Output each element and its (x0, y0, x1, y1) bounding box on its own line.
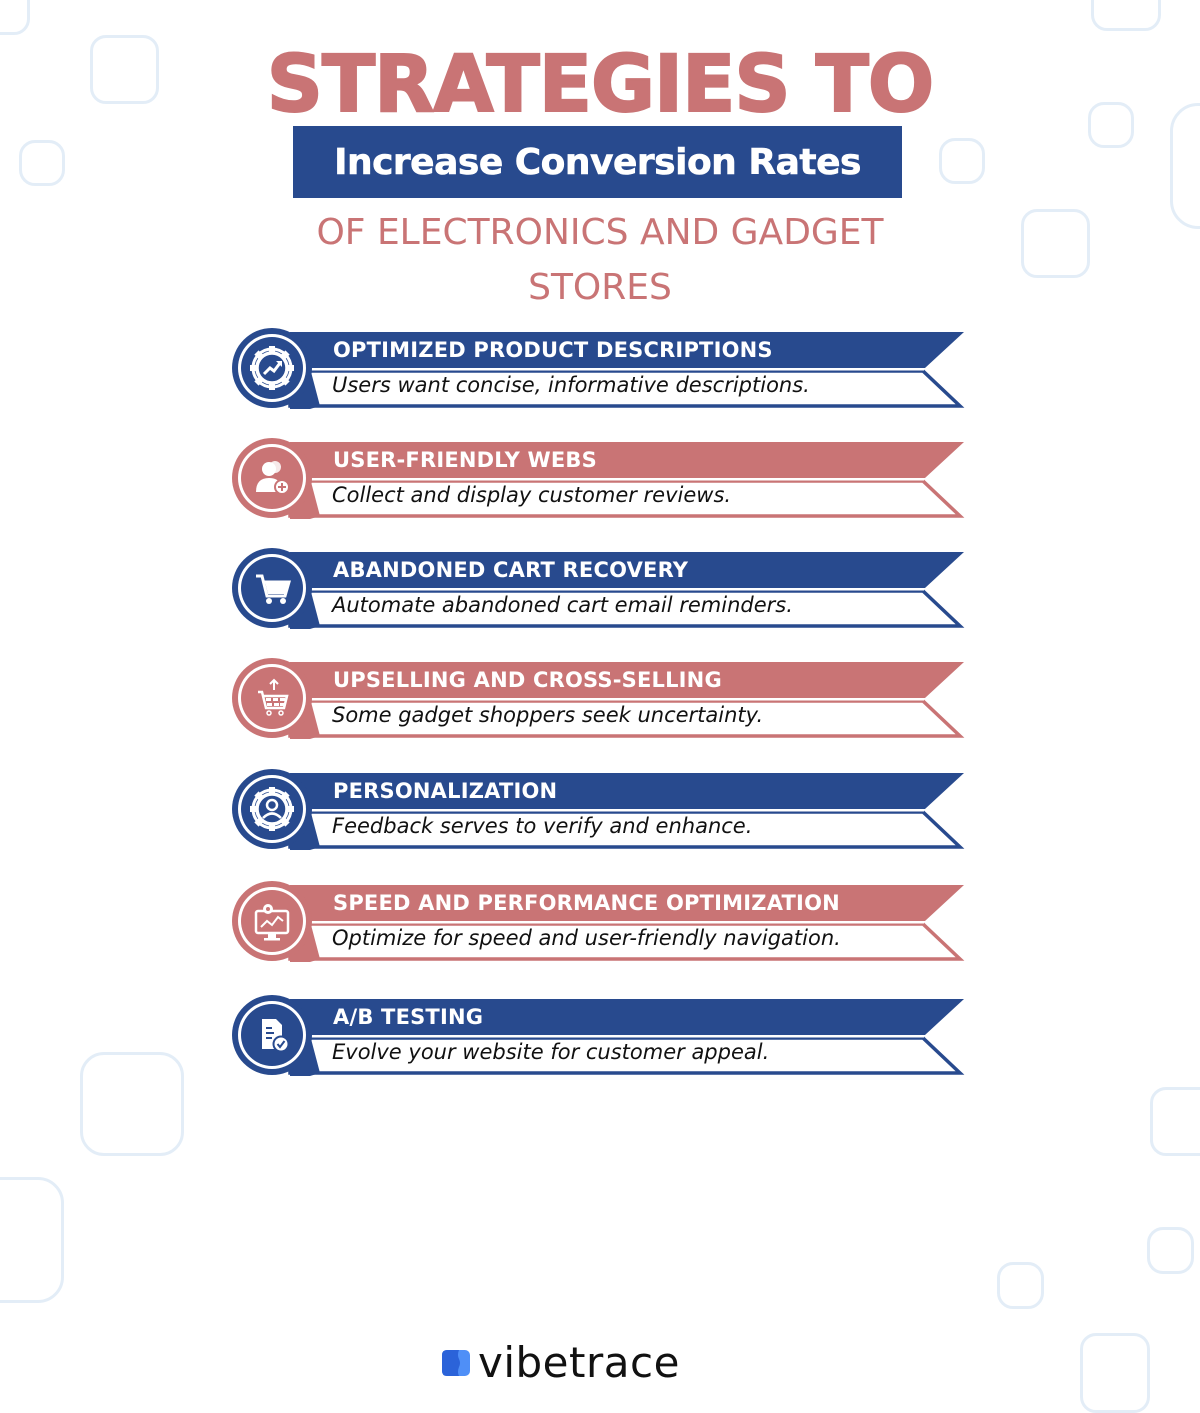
document-check-icon (232, 995, 312, 1075)
decor-square (90, 35, 159, 104)
decor-square (19, 140, 65, 186)
ribbon-banner (288, 999, 965, 1076)
strategy-description: Feedback serves to verify and enhance. (332, 814, 753, 838)
title-highlight-text: Increase Conversion Rates (334, 141, 862, 183)
vibetrace-logo: vibetrace (442, 1342, 680, 1384)
strategy-row: SPEED AND PERFORMANCE OPTIMIZATION Optimi… (230, 879, 970, 965)
strategy-title: USER-FRIENDLY WEBS (333, 448, 597, 472)
subtitle-line-2: STORES (528, 267, 672, 308)
gear-growth-icon (232, 328, 312, 408)
decor-square (1021, 209, 1090, 278)
ribbon-banner (288, 662, 965, 739)
strategy-description: Collect and display customer reviews. (332, 483, 732, 507)
decor-square (1091, 0, 1161, 31)
strategy-title: UPSELLING AND CROSS-SELLING (333, 668, 722, 692)
strategy-title: SPEED AND PERFORMANCE OPTIMIZATION (333, 891, 840, 915)
strategy-description: Optimize for speed and user-friendly nav… (332, 926, 841, 950)
decor-square (0, 1177, 64, 1303)
strategy-row: ABANDONED CART RECOVERY Automate abandone… (230, 546, 970, 632)
strategy-row: PERSONALIZATION Feedback serves to verify… (230, 767, 970, 853)
gear-user-icon (232, 769, 312, 849)
monitor-performance-icon (232, 881, 312, 961)
strategy-title: A/B TESTING (333, 1005, 484, 1029)
subtitle-line-1: OF ELECTRONICS AND GADGET (316, 212, 884, 253)
decor-square (80, 1052, 184, 1156)
strategy-title: OPTIMIZED PRODUCT DESCRIPTIONS (333, 338, 773, 362)
subtitle: OF ELECTRONICS AND GADGET STORES (0, 205, 1200, 315)
decor-square (1147, 1227, 1194, 1274)
strategy-description: Some gadget shoppers seek uncertainty. (332, 703, 764, 727)
decor-square (0, 0, 30, 35)
strategy-row: A/B TESTING Evolve your website for custo… (230, 993, 970, 1079)
strategy-row: UPSELLING AND CROSS-SELLING Some gadget s… (230, 656, 970, 742)
decor-square (997, 1262, 1044, 1309)
strategy-title: PERSONALIZATION (333, 779, 558, 803)
brand-name: vibetrace (478, 1338, 680, 1387)
ribbon-banner (288, 442, 965, 519)
strategy-row: OPTIMIZED PRODUCT DESCRIPTIONS Users want… (230, 326, 970, 412)
ribbon-banner (288, 885, 965, 962)
decor-square (1150, 1087, 1200, 1156)
decor-square (1080, 1333, 1150, 1413)
strategy-description: Automate abandoned cart email reminders. (332, 593, 793, 617)
decor-square (939, 138, 985, 184)
strategy-title: ABANDONED CART RECOVERY (333, 558, 689, 582)
strategy-description: Evolve your website for customer appeal. (332, 1040, 770, 1064)
decor-square (1088, 102, 1134, 148)
ribbon-banner (288, 332, 965, 409)
strategy-description: Users want concise, informative descript… (332, 373, 810, 397)
add-user-icon (232, 438, 312, 518)
cart-exchange-icon (232, 658, 312, 738)
shopping-cart-icon (232, 548, 312, 628)
title-strategies-to: STRATEGIES TO (266, 40, 935, 130)
title-highlight-box: Increase Conversion Rates (293, 126, 902, 198)
logo-mark-icon (442, 1349, 470, 1377)
strategy-row: USER-FRIENDLY WEBS Collect and display cu… (230, 436, 970, 522)
